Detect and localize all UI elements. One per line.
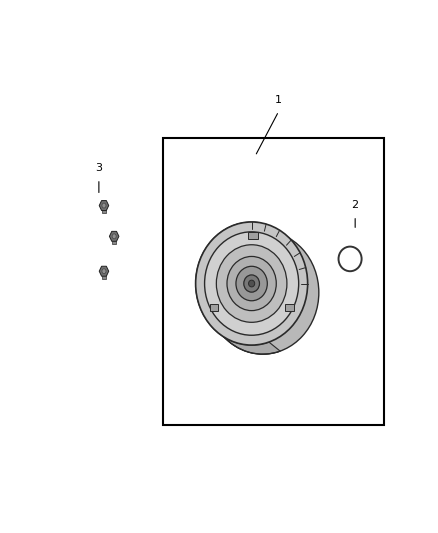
Bar: [113, 238, 116, 244]
Ellipse shape: [205, 232, 299, 335]
Ellipse shape: [196, 222, 307, 345]
Circle shape: [112, 234, 116, 239]
Bar: [102, 207, 106, 213]
Ellipse shape: [216, 245, 287, 322]
Ellipse shape: [339, 247, 362, 271]
Bar: [248, 232, 258, 239]
Ellipse shape: [248, 280, 255, 287]
Text: 2: 2: [352, 200, 359, 209]
Text: 3: 3: [95, 163, 102, 173]
Circle shape: [102, 269, 106, 273]
Ellipse shape: [227, 256, 276, 311]
Text: 1: 1: [276, 95, 282, 105]
Bar: [210, 304, 218, 311]
Circle shape: [102, 203, 106, 208]
Ellipse shape: [236, 266, 267, 301]
Polygon shape: [196, 222, 280, 354]
Bar: [163, 138, 384, 425]
Bar: [102, 273, 106, 279]
Ellipse shape: [244, 275, 259, 292]
Ellipse shape: [343, 252, 357, 266]
Ellipse shape: [207, 231, 319, 354]
Bar: [286, 304, 293, 311]
